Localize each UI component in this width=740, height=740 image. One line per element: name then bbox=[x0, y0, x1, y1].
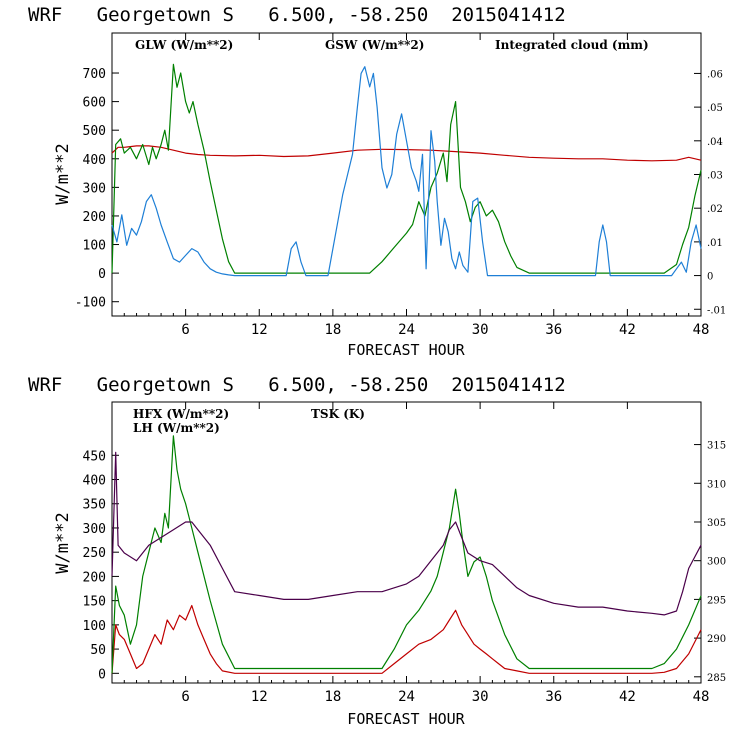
panel-top-xlabel: FORECAST HOUR bbox=[347, 341, 465, 359]
top-xtick-label: 42 bbox=[619, 322, 636, 338]
top-y2tick-label: -.01 bbox=[707, 305, 726, 316]
top-y2tick-label: 0 bbox=[707, 272, 713, 283]
series-line-gsw bbox=[111, 63, 702, 274]
top-ytick-label: 400 bbox=[83, 153, 106, 168]
bottom-xtick-label: 12 bbox=[251, 689, 268, 705]
top-y2tick-label: .06 bbox=[707, 69, 723, 80]
panel-top-ylabel: W/m**2 bbox=[53, 143, 73, 204]
top-ytick-label: -100 bbox=[75, 296, 106, 311]
bottom-ytick-label: 250 bbox=[83, 546, 106, 561]
panel-bottom-ylabel: W/m**2 bbox=[53, 512, 73, 573]
bottom-ytick-label: 200 bbox=[83, 570, 106, 585]
bottom-xtick-label: 42 bbox=[619, 689, 636, 705]
bottom-xtick-label: 24 bbox=[398, 689, 415, 705]
top-xtick-label: 36 bbox=[545, 322, 562, 338]
bottom-xtick-label: 36 bbox=[545, 689, 562, 705]
series-line-integrated bbox=[111, 66, 702, 277]
series-line-glw bbox=[111, 145, 702, 162]
top-y2tick-label: .04 bbox=[707, 137, 723, 148]
bottom-y2tick-label: 305 bbox=[707, 518, 726, 529]
bottom-ytick-label: 400 bbox=[83, 474, 106, 489]
top-xtick-label: 30 bbox=[472, 322, 489, 338]
top-xtick-label: 12 bbox=[251, 322, 268, 338]
panel-bottom-series bbox=[111, 435, 702, 674]
panel-bottom-frame bbox=[111, 401, 702, 684]
top-ytick-label: 200 bbox=[83, 210, 106, 225]
series-line-tsk bbox=[111, 451, 702, 616]
legend-glw: GLW (W/m**2) bbox=[135, 38, 233, 52]
bottom-xtick-label: 18 bbox=[324, 689, 341, 705]
top-ytick-label: 0 bbox=[98, 267, 106, 282]
top-ytick-label: 700 bbox=[83, 67, 106, 82]
legend-integrated-cloud: Integrated cloud (mm) bbox=[495, 38, 649, 52]
bottom-y2tick-label: 290 bbox=[707, 634, 726, 645]
bottom-ytick-label: 300 bbox=[83, 522, 106, 537]
bottom-ytick-label: 150 bbox=[83, 595, 106, 610]
panel-bottom-xlabel: FORECAST HOUR bbox=[347, 710, 465, 728]
panel-top-title: WRF Georgetown S 6.500, -58.250 20150414… bbox=[28, 4, 566, 26]
bottom-y2tick-label: 295 bbox=[707, 595, 726, 606]
bottom-ytick-label: 50 bbox=[90, 643, 106, 658]
bottom-xtick-label: 30 bbox=[472, 689, 489, 705]
panel-bottom-title: WRF Georgetown S 6.500, -58.250 20150414… bbox=[28, 374, 566, 396]
top-ytick-label: 600 bbox=[83, 96, 106, 111]
panel-bottom-axes: 6 12 18 24 30 36 42 48 0 50 100 150 200 250 300 350 400 4… bbox=[83, 402, 726, 705]
top-xtick-label: 6 bbox=[181, 322, 189, 338]
top-xtick-label: 18 bbox=[324, 322, 341, 338]
top-y2tick-label: .03 bbox=[707, 171, 723, 182]
top-ytick-label: 100 bbox=[83, 239, 106, 254]
legend-gsw: GSW (W/m**2) bbox=[325, 38, 424, 52]
bottom-ytick-label: 350 bbox=[83, 498, 106, 513]
bottom-y2tick-label: 285 bbox=[707, 673, 726, 684]
panel-top: WRF Georgetown S 6.500, -58.250 20150414… bbox=[28, 4, 726, 359]
panel-bottom: WRF Georgetown S 6.500, -58.250 20150414… bbox=[28, 374, 726, 728]
legend-hfx: HFX (W/m**2) bbox=[133, 407, 229, 421]
legend-lh: LH (W/m**2) bbox=[133, 421, 220, 435]
top-y2tick-label: .05 bbox=[707, 103, 723, 114]
bottom-y2tick-label: 310 bbox=[707, 479, 726, 490]
bottom-y2tick-label: 300 bbox=[707, 557, 726, 568]
panel-top-series bbox=[111, 63, 702, 277]
bottom-y2tick-label: 315 bbox=[707, 441, 726, 452]
top-xtick-label: 24 bbox=[398, 322, 415, 338]
top-y2tick-label: .02 bbox=[707, 204, 723, 215]
bottom-xtick-label: 6 bbox=[181, 689, 189, 705]
series-line-hfx bbox=[111, 604, 702, 674]
top-y2tick-label: .01 bbox=[707, 238, 723, 249]
top-ytick-label: 300 bbox=[83, 181, 106, 196]
series-line-lh bbox=[111, 435, 702, 674]
bottom-ytick-label: 0 bbox=[98, 667, 106, 682]
bottom-ytick-label: 100 bbox=[83, 619, 106, 634]
bottom-xtick-label: 48 bbox=[693, 689, 710, 705]
legend-tsk: TSK (K) bbox=[311, 407, 365, 421]
top-xtick-label: 48 bbox=[693, 322, 710, 338]
panel-top-axes: 6 12 18 24 30 36 42 48 -100 0 100 200 300 400 500 600 70… bbox=[75, 33, 726, 338]
top-ytick-label: 500 bbox=[83, 124, 106, 139]
bottom-ytick-label: 450 bbox=[83, 449, 106, 464]
